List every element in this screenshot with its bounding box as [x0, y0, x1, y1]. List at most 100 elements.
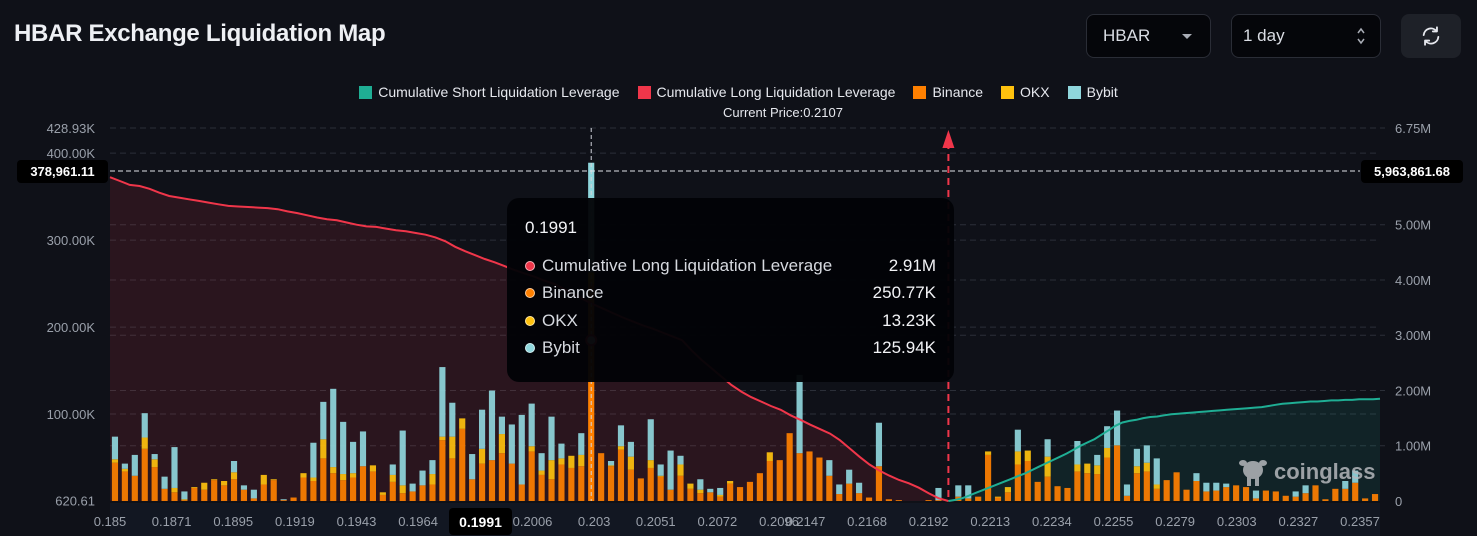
- binance-bar: [965, 498, 972, 501]
- binance-bar: [548, 479, 555, 501]
- bybit-bar: [846, 469, 853, 484]
- bybit-bar: [1213, 482, 1220, 491]
- okx-bar: [985, 451, 992, 455]
- x-axis-tick: 0.1943: [337, 514, 377, 529]
- bybit-bar: [141, 413, 148, 438]
- left-axis-tick: 400.00K: [47, 146, 96, 161]
- right-axis-tick: 5.00M: [1395, 218, 1431, 233]
- tooltip-row: Binance 250.77K: [525, 280, 936, 308]
- binance-bar: [1113, 445, 1121, 501]
- bybit-bar: [1094, 454, 1101, 466]
- refresh-button[interactable]: [1401, 14, 1461, 58]
- bybit-bar: [1223, 483, 1230, 488]
- legend-item[interactable]: Cumulative Long Liquidation Leverage: [637, 84, 895, 100]
- legend-item[interactable]: OKX: [1001, 84, 1050, 100]
- tooltip-value: 250.77K: [872, 283, 936, 303]
- legend-item[interactable]: Cumulative Short Liquidation Leverage: [359, 84, 620, 100]
- okx-bar: [727, 480, 734, 484]
- bybit-bar: [1123, 484, 1131, 496]
- binance-bar: [677, 475, 684, 501]
- binance-bar: [161, 488, 168, 501]
- okx-bar: [766, 452, 773, 461]
- bybit-bar: [1203, 482, 1210, 492]
- okx-bar: [568, 455, 575, 468]
- binance-bar: [181, 500, 188, 501]
- tooltip-value: 2.91M: [888, 255, 936, 275]
- binance-bar: [736, 487, 744, 501]
- right-axis-tick: 0: [1395, 494, 1402, 509]
- tooltip-row: Bybit 125.94K: [525, 335, 936, 363]
- coin-select[interactable]: HBAR: [1086, 14, 1211, 58]
- bybit-bar: [1133, 448, 1140, 467]
- chart-tooltip: 0.1991 Cumulative Long Liquidation Lever…: [507, 198, 954, 382]
- binance-bar: [131, 475, 138, 501]
- current-price-arrow-icon: [942, 130, 955, 148]
- binance-bar: [409, 491, 416, 501]
- bybit-bar: [647, 419, 654, 461]
- binance-bar: [1064, 487, 1071, 501]
- okx-bar: [994, 496, 1002, 498]
- x-axis-tick: 0.185: [94, 514, 127, 529]
- binance-bar: [1004, 492, 1012, 501]
- binance-bar: [885, 499, 892, 501]
- page-title: HBAR Exchange Liquidation Map: [14, 20, 386, 47]
- crosshair-x-value: 0.1991: [449, 508, 512, 535]
- bybit-bar: [697, 479, 704, 490]
- bybit-bar: [1014, 429, 1021, 452]
- okx-bar: [320, 439, 327, 459]
- bybit-bar: [826, 460, 833, 476]
- okx-bar: [1004, 487, 1012, 493]
- binance-bar: [439, 440, 446, 501]
- x-axis-tick: 0.1919: [275, 514, 315, 529]
- okx-bar: [1143, 462, 1150, 472]
- okx-bar: [1014, 451, 1021, 465]
- legend-label: Bybit: [1086, 84, 1118, 100]
- bybit-bar: [548, 416, 555, 461]
- legend-swatch: [359, 85, 373, 99]
- bybit-bar: [1292, 491, 1299, 497]
- binance-bar: [429, 484, 436, 501]
- binance-bar: [1352, 482, 1359, 501]
- bybit-bar: [1113, 410, 1121, 446]
- time-range-select[interactable]: 1 day: [1231, 14, 1381, 58]
- okx-bar: [379, 492, 386, 495]
- binance-bar: [141, 448, 148, 501]
- bybit-bar: [1342, 480, 1349, 489]
- okx-bar: [181, 499, 188, 501]
- binance-bar: [379, 494, 386, 501]
- x-axis-tick: 0.2096: [759, 514, 799, 529]
- legend-label: Binance: [932, 84, 984, 100]
- binance-bar: [687, 488, 694, 501]
- x-axis-tick: 0.2327: [1278, 514, 1318, 529]
- binance-bar: [1173, 472, 1180, 501]
- legend-item[interactable]: Binance: [913, 84, 983, 100]
- okx-bar: [429, 474, 436, 485]
- tooltip-row: OKX 13.23K: [525, 307, 936, 335]
- binance-bar: [1034, 481, 1041, 501]
- bybit-bar: [439, 367, 446, 437]
- binance-bar: [310, 480, 317, 501]
- binance-bar: [478, 463, 486, 501]
- bybit-bar: [310, 442, 317, 478]
- binance-bar: [1312, 485, 1319, 501]
- legend-label: OKX: [1020, 84, 1050, 100]
- bybit-bar: [508, 424, 515, 464]
- bybit-bar: [1104, 426, 1111, 448]
- legend-swatch: [1001, 85, 1015, 99]
- tooltip-dot-icon: [525, 343, 535, 354]
- crosshair-left-value: 378,961.11: [17, 160, 108, 183]
- bybit-bar: [389, 464, 396, 475]
- binance-bar: [975, 496, 982, 501]
- bybit-bar: [796, 374, 803, 454]
- coin-select-value: HBAR: [1103, 26, 1151, 45]
- binance-bar: [1371, 494, 1379, 501]
- watermark-text: coinglass: [1274, 459, 1376, 484]
- refresh-icon: [1422, 26, 1440, 46]
- okx-bar: [687, 483, 694, 489]
- short-cumulative-area: [948, 398, 1380, 501]
- binance-bar: [1223, 487, 1230, 501]
- binance-bar: [270, 480, 277, 501]
- bybit-bar: [677, 455, 684, 465]
- legend-item[interactable]: Bybit: [1067, 84, 1118, 100]
- right-axis-tick: 2.00M: [1395, 383, 1431, 398]
